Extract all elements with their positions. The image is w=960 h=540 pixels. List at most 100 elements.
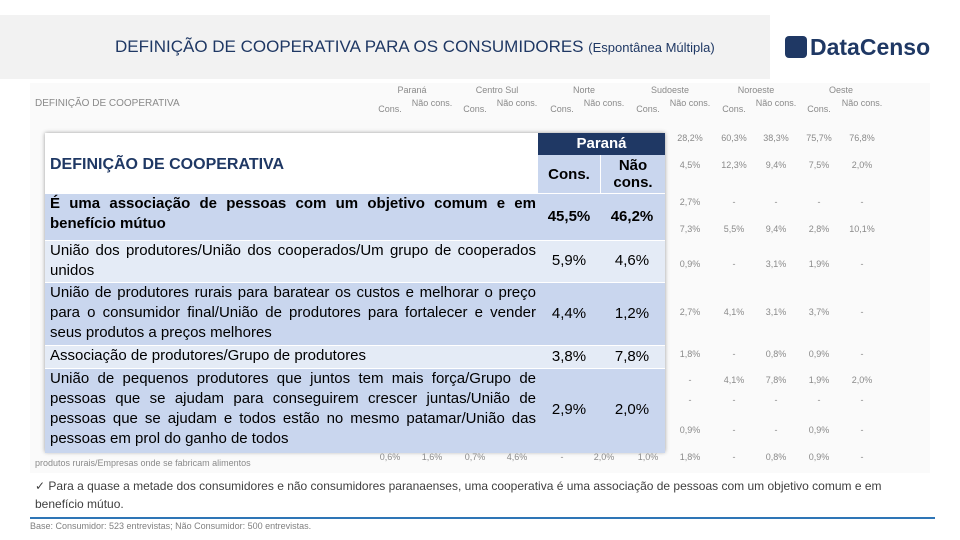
zoom-cons: Cons. bbox=[538, 155, 600, 193]
zoom-value: 45,5% bbox=[547, 208, 591, 225]
note-text: Para a quase a metade dos consumidores e… bbox=[35, 479, 882, 511]
table-cell: - bbox=[774, 395, 778, 405]
title-text: DEFINIÇÃO DE COOPERATIVA PARA OS CONSUMI… bbox=[115, 37, 584, 56]
table-cell: - bbox=[688, 375, 692, 385]
sub-header: Não cons. bbox=[755, 98, 797, 108]
table-cell: 4,1% bbox=[723, 375, 745, 385]
table-cell: 1,8% bbox=[679, 452, 701, 462]
table-cell: - bbox=[732, 197, 736, 207]
table-cell: 7,3% bbox=[679, 224, 701, 234]
sub-header: Cons. bbox=[636, 104, 660, 114]
table-cell: - bbox=[860, 349, 864, 359]
region-header: Centro Sul bbox=[475, 85, 519, 95]
zoom-row-bg bbox=[45, 193, 665, 241]
table-cell: 7,8% bbox=[765, 375, 787, 385]
logo-icon bbox=[785, 36, 807, 58]
table-cell: - bbox=[774, 197, 778, 207]
zoom-row-label: União dos produtores/União dos cooperado… bbox=[50, 242, 536, 279]
zoom-value: 4,4% bbox=[551, 305, 587, 322]
table-cell: 2,0% bbox=[851, 375, 873, 385]
zoom-row-bg bbox=[45, 240, 665, 283]
table-cell: 0,6% bbox=[379, 452, 401, 462]
sub-header: Não cons. bbox=[841, 98, 883, 108]
table-cell: 3,1% bbox=[765, 259, 787, 269]
sub-header: Cons. bbox=[807, 104, 831, 114]
sub-header: Cons. bbox=[378, 104, 402, 114]
region-header: Paraná bbox=[397, 85, 427, 95]
zoom-value: 46,2% bbox=[610, 208, 654, 225]
table-cell: - bbox=[732, 452, 736, 462]
sub-header: Não cons. bbox=[496, 98, 538, 108]
table-cell: - bbox=[860, 307, 864, 317]
table-cell: - bbox=[732, 425, 736, 435]
zoom-heading: DEFINIÇÃO DE COOPERATIVA bbox=[50, 156, 285, 173]
table-cell: 75,7% bbox=[806, 133, 832, 143]
title: DEFINIÇÃO DE COOPERATIVA PARA OS CONSUMI… bbox=[115, 37, 715, 57]
table-cell: - bbox=[732, 259, 736, 269]
table-cell: 4,6% bbox=[506, 452, 528, 462]
zoom-row-label: União de produtores rurais para baratear… bbox=[50, 284, 536, 341]
table-cell: 1,6% bbox=[421, 452, 443, 462]
table-cell: 60,3% bbox=[721, 133, 747, 143]
zoom-row-label: União de pequenos produtores que juntos … bbox=[50, 370, 536, 447]
table-cell: 3,1% bbox=[765, 307, 787, 317]
table-cell: - bbox=[817, 395, 821, 405]
sub-header: Cons. bbox=[463, 104, 487, 114]
table-cell: 28,2% bbox=[677, 133, 703, 143]
table-cell: 1,9% bbox=[808, 259, 830, 269]
note: ✓ Para a quase a metade dos consumidores… bbox=[35, 479, 882, 511]
zoom-row-label: É uma associação de pessoas com um objet… bbox=[50, 195, 536, 232]
table-cell: - bbox=[860, 425, 864, 435]
table-cell: 0,7% bbox=[464, 452, 486, 462]
base: Base: Consumidor: 523 entrevistas; Não C… bbox=[30, 521, 312, 531]
logo: DataCenso bbox=[810, 34, 931, 60]
table-cell: - bbox=[560, 452, 564, 462]
zoom-row-bg bbox=[45, 368, 665, 453]
table-cell: - bbox=[732, 349, 736, 359]
table-cell: 0,8% bbox=[765, 349, 787, 359]
table-cell: 9,4% bbox=[765, 160, 787, 170]
table-cell: 0,9% bbox=[808, 425, 830, 435]
zoom-value: 2,9% bbox=[551, 401, 587, 418]
zoom-value: 5,9% bbox=[551, 252, 587, 269]
region-header: Norte bbox=[572, 85, 595, 95]
region-header: Oeste bbox=[828, 85, 853, 95]
zoom-value: 3,8% bbox=[551, 348, 587, 365]
table-cell: - bbox=[860, 259, 864, 269]
sub-header: Não cons. bbox=[669, 98, 711, 108]
region-header: Sudoeste bbox=[650, 85, 690, 95]
table-cell: 0,8% bbox=[765, 452, 787, 462]
table-cell: 12,3% bbox=[721, 160, 747, 170]
zoom-row-bg bbox=[45, 345, 665, 369]
table-cell: 76,8% bbox=[849, 133, 875, 143]
table-cell: 9,4% bbox=[765, 224, 787, 234]
title-band bbox=[0, 15, 770, 79]
table-cell: 7,5% bbox=[808, 160, 830, 170]
zoom-value: 2,0% bbox=[614, 401, 650, 418]
rule bbox=[30, 517, 935, 519]
table-cell: - bbox=[732, 395, 736, 405]
table-cell: 0,9% bbox=[808, 452, 830, 462]
table-cell: 5,5% bbox=[723, 224, 745, 234]
zoom-row-bg bbox=[45, 282, 665, 346]
table-cell: 38,3% bbox=[763, 133, 789, 143]
sub-header: Não cons. bbox=[583, 98, 625, 108]
table-cell: 0,9% bbox=[808, 349, 830, 359]
table-cell: 0,9% bbox=[679, 259, 701, 269]
zoom-value: 4,6% bbox=[614, 252, 650, 269]
table-cell: 0,9% bbox=[679, 425, 701, 435]
region-header: Noroeste bbox=[737, 85, 775, 95]
table-cell: 3,7% bbox=[808, 307, 830, 317]
sub-header: Não cons. bbox=[411, 98, 453, 108]
table-cell: 2,7% bbox=[679, 307, 701, 317]
table-cell: 2,8% bbox=[808, 224, 830, 234]
table-cell: 1,0% bbox=[637, 452, 659, 462]
table-cell: - bbox=[688, 395, 692, 405]
table-cell: 1,8% bbox=[679, 349, 701, 359]
table-cell: 2,7% bbox=[679, 197, 701, 207]
table-cell: 4,5% bbox=[679, 160, 701, 170]
table-cell: - bbox=[860, 395, 864, 405]
table-cell: - bbox=[774, 425, 778, 435]
zoom-region: Paraná bbox=[538, 133, 665, 155]
